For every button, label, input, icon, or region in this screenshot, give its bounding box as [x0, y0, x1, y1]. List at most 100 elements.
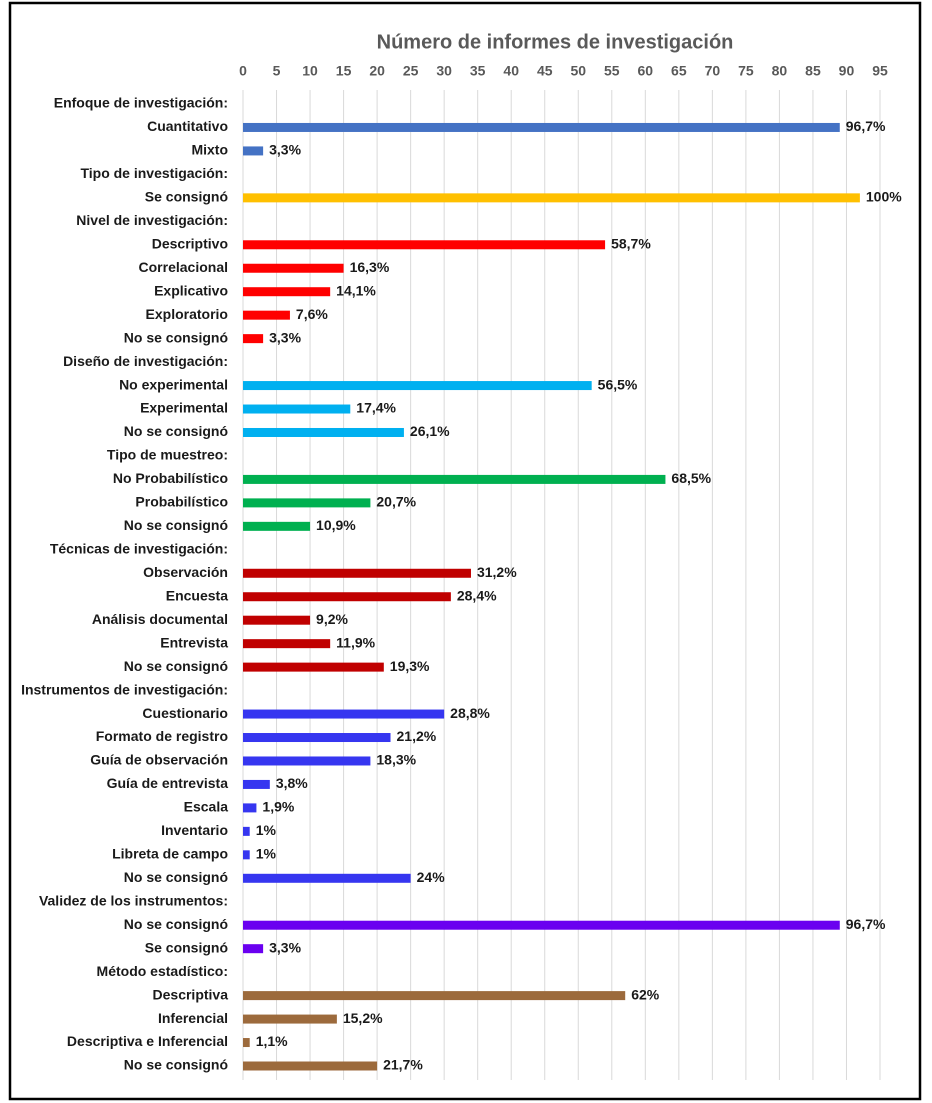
y-tick-label: Análisis documental [92, 611, 228, 627]
data-label: 56,5% [598, 376, 638, 392]
y-tick-label: No Probabilístico [113, 470, 228, 486]
y-tick-label: Explicativo [154, 282, 228, 298]
y-tick-label: Observación [143, 564, 228, 580]
y-tick-label: Se consignó [145, 189, 228, 205]
x-tick-label: 45 [537, 63, 553, 79]
y-tick-label: Guía de observación [90, 752, 228, 768]
y-tick-label: Método estadístico: [97, 963, 228, 979]
y-tick-label: Inventario [161, 822, 228, 838]
chart-title: Número de informes de investigación [377, 31, 734, 53]
data-label: 1% [256, 822, 277, 838]
y-tick-label: Mixto [191, 142, 228, 158]
y-tick-label: Descriptivo [152, 235, 228, 251]
data-label: 1% [256, 846, 277, 862]
x-tick-label: 5 [273, 63, 281, 79]
x-tick-label: 35 [470, 63, 486, 79]
bar [243, 521, 311, 531]
x-tick-label: 75 [738, 63, 754, 79]
bar [243, 944, 264, 954]
bar [243, 803, 257, 813]
data-label: 58,7% [611, 235, 651, 251]
bar [243, 1014, 337, 1024]
y-tick-label: Probabilístico [135, 494, 228, 510]
bar [243, 381, 592, 391]
data-label: 21,7% [383, 1057, 423, 1073]
y-tick-label: Nivel de investigación: [76, 212, 228, 228]
bar [243, 662, 384, 672]
data-label: 68,5% [671, 470, 711, 486]
x-tick-label: 0 [239, 63, 247, 79]
y-tick-label: Experimental [140, 400, 228, 416]
x-tick-label: 95 [872, 63, 888, 79]
bar [243, 263, 344, 273]
y-tick-label: Descriptiva [153, 986, 229, 1002]
data-label: 16,3% [350, 259, 390, 275]
bar [243, 991, 626, 1001]
data-label: 28,8% [450, 705, 490, 721]
y-tick-label: No se consignó [124, 423, 228, 439]
data-label: 9,2% [316, 611, 348, 627]
y-tick-label: No se consignó [124, 658, 228, 674]
data-label: 3,3% [269, 329, 301, 345]
y-tick-label: No se consignó [124, 329, 228, 345]
data-label: 17,4% [356, 400, 396, 416]
y-tick-label: Diseño de investigación: [63, 353, 228, 369]
bar [243, 287, 331, 297]
y-tick-label: Correlacional [139, 259, 228, 275]
x-tick-label: 40 [503, 63, 519, 79]
data-label: 3,3% [269, 939, 301, 955]
bar [243, 1038, 250, 1048]
bar [243, 756, 371, 766]
bar [243, 920, 840, 930]
x-tick-label: 25 [403, 63, 419, 79]
y-tick-label: No se consignó [124, 916, 228, 932]
x-tick-label: 60 [638, 63, 654, 79]
x-tick-label: 30 [436, 63, 452, 79]
y-tick-label: Inferencial [158, 1010, 228, 1026]
bar [243, 826, 250, 836]
bar [243, 427, 404, 437]
y-tick-label: No se consignó [124, 517, 228, 533]
y-tick-label: Cuantitativo [147, 118, 228, 134]
y-tick-label: No se consignó [124, 1057, 228, 1073]
y-tick-label: Tipo de investigación: [80, 165, 228, 181]
data-label: 7,6% [296, 306, 328, 322]
x-tick-label: 55 [604, 63, 620, 79]
y-tick-label: No experimental [119, 376, 228, 392]
bar [243, 310, 290, 320]
x-tick-label: 70 [705, 63, 721, 79]
data-label: 24% [417, 869, 446, 885]
y-tick-label: Enfoque de investigación: [54, 95, 228, 111]
bar [243, 779, 270, 789]
y-tick-label: Cuestionario [142, 705, 228, 721]
y-tick-label: Escala [184, 799, 229, 815]
data-label: 21,2% [397, 728, 437, 744]
data-label: 18,3% [376, 752, 416, 768]
bar [243, 639, 331, 649]
y-tick-label: Libreta de campo [112, 846, 228, 862]
y-tick-label: No se consignó [124, 869, 228, 885]
bar [243, 873, 411, 883]
bar [243, 474, 666, 484]
data-label: 26,1% [410, 423, 450, 439]
y-tick-label: Encuesta [166, 587, 228, 603]
bar [243, 850, 250, 860]
bar [243, 709, 445, 719]
data-label: 1,1% [256, 1033, 288, 1049]
bar [243, 615, 311, 625]
data-label: 15,2% [343, 1010, 383, 1026]
data-label: 1,9% [262, 799, 294, 815]
x-tick-label: 10 [302, 63, 318, 79]
bar [243, 404, 351, 414]
data-label: 28,4% [457, 587, 497, 603]
y-tick-label: Tipo de muestreo: [107, 447, 228, 463]
data-label: 96,7% [846, 118, 886, 134]
x-tick-label: 80 [772, 63, 788, 79]
data-label: 62% [631, 986, 660, 1002]
x-tick-label: 65 [671, 63, 687, 79]
bar [243, 568, 471, 578]
bar [243, 334, 264, 344]
frame [8, 1, 922, 1101]
data-label: 20,7% [376, 494, 416, 510]
y-tick-label: Descriptiva e Inferencial [67, 1033, 228, 1049]
